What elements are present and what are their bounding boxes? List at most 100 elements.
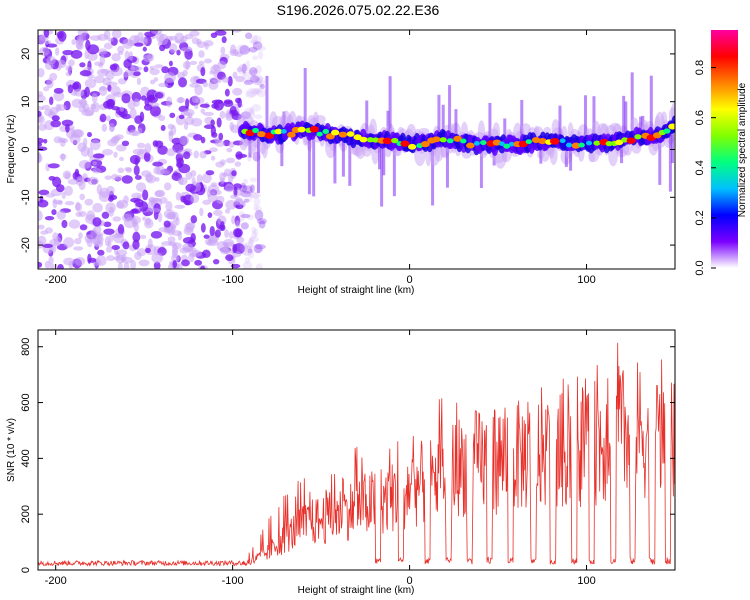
spectrogram-noise-blob	[46, 78, 54, 89]
spectrogram-noise-blob	[150, 30, 163, 35]
spectrogram-noise-blob	[240, 213, 251, 219]
spectrogram-noise-blob	[182, 61, 191, 70]
spectrogram-noise-blob	[61, 138, 69, 144]
spectrogram-noise-blob	[247, 74, 259, 80]
spectrogram-noise-blob	[159, 197, 168, 204]
spectrogram-noise-blob	[55, 184, 65, 193]
spectrogram-noise-blob	[91, 92, 98, 103]
spectrogram-noise-blob	[234, 161, 242, 167]
spectrogram-peak	[668, 123, 675, 130]
spectrogram-noise-blob	[159, 44, 166, 52]
spectrogram-noise-blob	[101, 123, 107, 132]
spectrogram-noise-blob	[196, 174, 203, 184]
colorbar-tick-label: 0.6	[694, 110, 706, 125]
spectrogram-noise-blob	[128, 51, 134, 62]
spectrogram-streak	[348, 136, 352, 186]
spectrogram-peak	[338, 131, 348, 138]
spectrogram-noise-blob	[103, 30, 111, 40]
spectrogram-noise-blob	[183, 121, 189, 131]
spectrogram-noise-blob	[38, 106, 45, 111]
spectrogram-noise-blob	[105, 70, 115, 81]
spectrogram-noise-blob	[90, 103, 97, 110]
spectrogram-noise-blob	[210, 155, 216, 161]
spectrogram-noise-blob	[43, 138, 48, 144]
spectrogram-noise-blob	[61, 119, 74, 127]
spectrogram-noise-blob	[123, 262, 130, 269]
spectrogram-noise-blob	[113, 151, 118, 158]
spectrogram-noise-blob	[158, 115, 166, 122]
spectrogram-noise-blob	[64, 185, 73, 196]
spectrogram-noise-blob	[71, 39, 77, 46]
spectrogram-noise-blob	[200, 223, 206, 233]
spectrogram-noise-blob	[176, 97, 185, 104]
spectrogram-noise-blob	[38, 152, 42, 163]
snr-y-label: SNR (10 * v/v)	[6, 418, 17, 482]
spectrogram-noise-blob	[239, 45, 250, 55]
spectrogram-noise-blob	[106, 255, 115, 262]
spectrogram-noise-blob	[245, 60, 251, 72]
spectrogram-noise-blob	[222, 139, 231, 147]
spectrogram-noise-blob	[43, 86, 50, 92]
spectrogram-peak	[473, 141, 480, 146]
spectrogram-noise-blob	[226, 147, 233, 153]
spectrogram-halo	[314, 115, 326, 124]
spectrogram-noise-blob	[185, 222, 196, 230]
spectrogram-noise-blob	[231, 215, 236, 225]
spectrogram-noise-blob	[254, 209, 264, 221]
spectrogram-streak	[624, 101, 628, 140]
spectrogram-streak	[488, 102, 492, 145]
spectrogram-noise-blob	[112, 135, 121, 142]
spectrogram-streak	[445, 140, 449, 188]
spectrogram-noise-blob	[130, 64, 135, 75]
spectrogram-y-label: Frequency (Hz)	[6, 115, 17, 184]
spectrogram-noise-blob	[219, 159, 226, 166]
spectrogram-noise-blob	[217, 60, 227, 70]
spectrogram-streak	[388, 76, 392, 143]
spectrogram-noise-blob	[202, 249, 211, 258]
spectrogram-noise-blob	[255, 263, 263, 269]
spectrogram-noise-blob	[166, 96, 173, 108]
spectrogram-noise-blob	[250, 35, 262, 45]
spectrogram-noise-blob	[103, 221, 112, 228]
spectrogram-noise-blob	[181, 259, 190, 267]
spectrogram-noise-blob	[38, 189, 50, 196]
spectrogram-noise-blob	[194, 97, 205, 104]
spectrogram-streak	[312, 131, 316, 197]
spectrogram-noise-blob	[240, 242, 248, 253]
spectrogram-noise-blob	[111, 173, 119, 181]
spectrogram-noise-blob	[161, 66, 170, 74]
spectrogram-noise-blob	[218, 132, 224, 141]
spectrogram-noise-blob	[40, 230, 49, 235]
spectrogram-noise-blob	[38, 235, 47, 246]
spectrogram-noise-blob	[229, 121, 235, 131]
spectrogram-peak	[634, 134, 642, 140]
spectrogram-noise-blob	[118, 261, 123, 269]
spectrogram-noise-blob	[130, 259, 137, 269]
x-tick-label: -200	[45, 274, 67, 286]
spectrogram-noise-blob	[106, 115, 111, 122]
spectrogram-noise-blob	[224, 88, 230, 97]
spectrogram-noise-blob	[180, 47, 193, 52]
spectrogram-noise-blob	[246, 214, 255, 220]
spectrogram-noise-blob	[175, 216, 180, 226]
spectrogram-streak	[448, 85, 452, 141]
spectrogram-noise-blob	[251, 80, 263, 86]
spectrogram-noise-blob	[236, 236, 245, 244]
spectrogram-noise-blob	[258, 220, 266, 229]
spectrogram-noise-blob	[180, 110, 190, 116]
spectrogram-peak	[565, 142, 573, 148]
spectrogram-noise-blob	[213, 209, 223, 216]
spectrogram-noise-blob	[111, 30, 122, 39]
spectrogram-noise-blob	[99, 113, 107, 123]
spectrogram-noise-blob	[98, 86, 108, 91]
spectrogram-peak	[346, 131, 355, 137]
spectrogram-noise-blob	[192, 134, 203, 141]
spectrogram-peak	[615, 139, 624, 146]
spectrogram-noise-blob	[249, 184, 255, 194]
spectrogram-noise-blob	[200, 136, 206, 144]
spectrogram-noise-blob	[75, 39, 83, 50]
spectrogram-noise-blob	[89, 139, 101, 151]
spectrogram-streak	[622, 95, 626, 140]
spectrogram-noise-blob	[170, 254, 180, 263]
